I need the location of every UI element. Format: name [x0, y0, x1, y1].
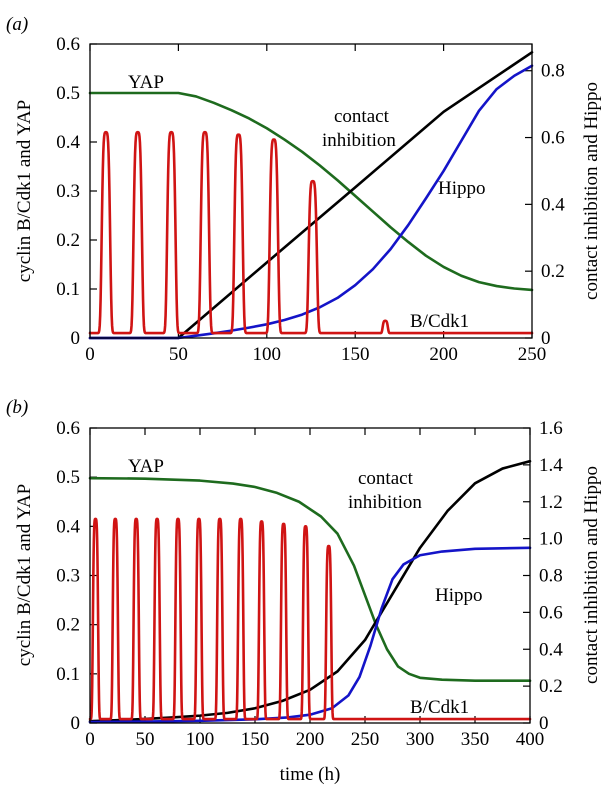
panel-b: (b) 0 50 100 150 200 250 300 350 400 00.10.20.30…	[6, 397, 602, 785]
x-axis-label-b: time (h)	[280, 764, 341, 785]
x-tick-label: 200	[296, 729, 325, 750]
x-tick-label: 150	[341, 344, 370, 365]
plot-frame-a	[89, 43, 533, 339]
right-y-tick-label: 0.8	[541, 61, 565, 82]
right-y-tick-label: 0.6	[541, 128, 565, 149]
left-y-tick-label: 0.6	[56, 418, 80, 439]
right-y-tick-label: 0.2	[539, 676, 563, 697]
series-layer-b	[88, 459, 532, 724]
annotation-contact-a: contact	[334, 106, 390, 127]
right-y-tick-label: 0.6	[539, 602, 563, 623]
x-tick-label: 250	[518, 344, 547, 365]
right-axis-label-b: contact inhibition and Hippo	[581, 466, 602, 684]
panel-label-a: (a)	[6, 14, 28, 35]
x-tick-label: 150	[241, 729, 270, 750]
left-axis-ticks-b: 0 0.1 0.2 0.3 0.4 0.5 0.6	[56, 418, 97, 734]
left-y-tick-label: 0.6	[56, 34, 80, 55]
left-y-tick-label: 0	[71, 713, 81, 734]
series-line-yap-b	[88, 476, 532, 683]
x-tick-label: 0	[85, 344, 95, 365]
x-axis-ticks-b: 0 50 100 150 200 250 300 350 400	[85, 428, 544, 750]
annotation-inhibition-a: inhibition	[322, 130, 396, 151]
x-tick-label: 300	[406, 729, 435, 750]
left-y-tick-label: 0.3	[56, 566, 80, 587]
plot-frame-b	[89, 427, 531, 724]
annotation-bcdk1-a: B/Cdk1	[410, 311, 469, 332]
right-y-tick-label: 0.4	[539, 639, 563, 660]
right-y-tick-label: 1.6	[539, 418, 563, 439]
left-axis-ticks-a: 0 0.1 0.2 0.3 0.4 0.5 0.6	[56, 34, 97, 349]
annotation-hippo-b: Hippo	[435, 585, 483, 606]
right-axis-ticks-b: 0 0.2 0.4 0.6 0.8 1.0 1.2 1.4 1.6	[523, 418, 563, 734]
series-line-yap-a	[88, 91, 534, 292]
right-y-tick-label: 1.0	[539, 529, 563, 550]
annotation-bcdk1-b: B/Cdk1	[410, 697, 469, 718]
x-tick-label: 400	[516, 729, 545, 750]
right-y-tick-label: 1.2	[539, 492, 563, 513]
x-tick-label: 50	[169, 344, 188, 365]
annotation-yap-a: YAP	[128, 72, 164, 93]
right-y-tick-label: 0.2	[541, 261, 565, 282]
left-axis-label-b: cyclin B/Cdk1 and YAP	[14, 484, 35, 666]
series-line-b-cdk1-a	[88, 130, 534, 335]
x-axis-ticks-a: 0 50 100 150 200 250	[85, 44, 546, 365]
right-axis-ticks-a: 0 0.2 0.4 0.6 0.8	[525, 61, 565, 349]
x-tick-label: 200	[429, 344, 458, 365]
left-y-tick-label: 0.1	[56, 664, 80, 685]
left-y-tick-label: 0.3	[56, 181, 80, 202]
left-axis-label-a: cyclin B/Cdk1 and YAP	[14, 100, 35, 282]
x-tick-label: 0	[85, 729, 95, 750]
left-y-tick-label: 0.4	[56, 132, 80, 153]
series-line-b-cdk1-b	[88, 517, 532, 721]
left-y-tick-label: 0.4	[56, 516, 80, 537]
left-y-tick-label: 0.1	[56, 279, 80, 300]
right-y-tick-label: 0.8	[539, 566, 563, 587]
x-tick-label: 100	[186, 729, 215, 750]
left-y-tick-label: 0.2	[56, 615, 80, 636]
right-y-tick-label: 1.4	[539, 455, 563, 476]
x-tick-label: 50	[136, 729, 155, 750]
panel-label-b: (b)	[6, 397, 28, 418]
annotation-inhibition-b: inhibition	[348, 492, 422, 513]
left-y-tick-label: 0	[71, 328, 81, 349]
x-tick-label: 100	[253, 344, 282, 365]
right-y-tick-label: 0.4	[541, 194, 565, 215]
right-y-tick-label: 0	[541, 328, 551, 349]
left-y-tick-label: 0.5	[56, 467, 80, 488]
annotation-hippo-a: Hippo	[438, 178, 486, 199]
x-tick-label: 350	[461, 729, 490, 750]
x-tick-label: 250	[351, 729, 380, 750]
left-y-tick-label: 0.5	[56, 83, 80, 104]
right-y-tick-label: 0	[539, 713, 549, 734]
panel-a: (a) 0 50 100 150 200 250 00.10.20.30.40.50.6 …	[6, 14, 602, 365]
annotation-yap-b: YAP	[128, 456, 164, 477]
annotation-contact-b: contact	[358, 468, 414, 489]
right-axis-label-a: contact inhibition and Hippo	[581, 82, 602, 300]
left-y-tick-label: 0.2	[56, 230, 80, 251]
